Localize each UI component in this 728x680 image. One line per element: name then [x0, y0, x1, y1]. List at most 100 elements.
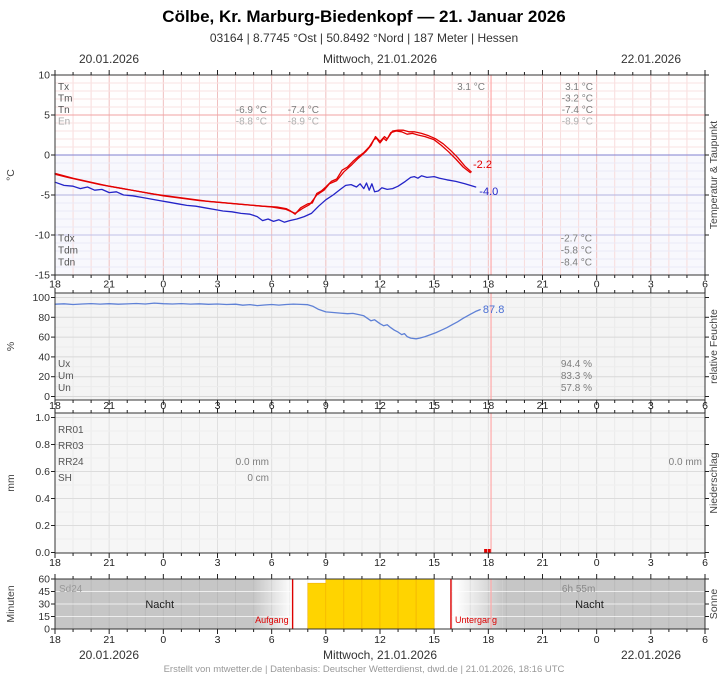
side-title-precipitation: Niederschlag: [708, 452, 720, 513]
sunshine-bar-2: [343, 578, 363, 630]
date-current-top: Mittwoch, 21.01.2026: [322, 52, 438, 66]
ytick-precipitation: 1.0: [35, 412, 50, 424]
stat-label-Tm: Tm: [58, 94, 72, 105]
side-title-sun: Sonne: [708, 589, 720, 620]
xtick-r3-3: 3: [215, 634, 221, 646]
xtick-r0-0: 18: [49, 279, 61, 291]
sd24-label: Sd24: [59, 584, 83, 595]
xtick-r3-7: 15: [428, 634, 440, 646]
yaxis-title-sun: Minuten: [5, 585, 17, 623]
ytick-humidity: 60: [38, 332, 50, 344]
station-meta: 03164 | 8.7745 °Ost | 50.8492 °Nord | 18…: [209, 31, 519, 45]
xtick-r3-0: 18: [49, 634, 61, 646]
xtick-r2-5: 9: [323, 557, 329, 569]
ytick-temperature: 0: [44, 150, 50, 162]
xtick-r3-10: 0: [594, 634, 600, 646]
stat-value-Tdm-c4: -5.8 °C: [561, 246, 592, 257]
ytick-temperature: -5: [41, 190, 50, 202]
sunshine-bar-4: [379, 578, 399, 630]
xtick-r1-9: 21: [537, 400, 549, 412]
ytick-precipitation: 0.8: [35, 439, 50, 451]
xtick-r0-4: 6: [269, 279, 275, 291]
stat-label-Tdx: Tdx: [58, 234, 75, 245]
ytick-sun: 0: [44, 624, 50, 636]
stat-label-En: En: [58, 117, 70, 128]
xtick-r3-11: 3: [648, 634, 654, 646]
xtick-r2-1: 21: [103, 557, 115, 569]
xtick-r1-3: 3: [215, 400, 221, 412]
xtick-r1-8: 18: [482, 400, 494, 412]
xtick-r3-12: 6: [702, 634, 708, 646]
yaxis-title-temperature: °C: [5, 169, 17, 181]
ytick-sun: 30: [38, 599, 50, 611]
panel-precipitation: RR01 RR03 RR24 0.0 mm 0.0 mm SH 0 cm 1.0 0.8 0.6 0…: [5, 408, 720, 559]
xtick-r2-3: 3: [215, 557, 221, 569]
xtick-r2-11: 3: [648, 557, 654, 569]
ytick-temperature: -15: [35, 270, 50, 282]
sunshine-bar-0: [307, 582, 327, 630]
sunshine-bar-6: [415, 578, 435, 630]
side-title-temperature: Temperatur & Taupunkt: [708, 121, 720, 229]
stat-value-Tdn-c4: -8.4 °C: [561, 258, 592, 269]
sunset-label: Untergang: [455, 615, 497, 625]
xtick-r0-11: 3: [648, 279, 654, 291]
night-label-left: Nacht: [145, 599, 174, 611]
page-title: Cölbe, Kr. Marburg-Biedenkopf — 21. Janu…: [162, 7, 566, 26]
ytick-temperature: 10: [38, 70, 50, 82]
xtick-r0-12: 6: [702, 279, 708, 291]
series-relative Feuchte: [54, 302, 481, 340]
xtick-r2-10: 0: [594, 557, 600, 569]
yaxis-title-precipitation: mm: [5, 474, 17, 492]
ytick-humidity: 80: [38, 312, 50, 324]
stat-value-Ux-c4: 94.4 %: [561, 359, 592, 370]
stat-value-Tn-c1: -6.9 °C: [236, 105, 267, 116]
stat-value-En-c4: -8.9 °C: [562, 117, 593, 128]
stat-value-Um-c4: 83.3 %: [561, 371, 592, 382]
series-Temperatur-Strang-2: [54, 129, 472, 215]
stat-value-En-c1: -8.8 °C: [236, 117, 267, 128]
precip-mark-1: [487, 549, 491, 553]
sunshine-bar-1: [325, 578, 345, 630]
panel-temperature: Tx 3.1 °C 3.1 °CTm -3.2 °CTn -6.9 °C -7.4 °C -…: [5, 70, 720, 282]
footer-credit: Erstellt von mtwetter.de | Datenbasis: D…: [163, 664, 565, 675]
stat-label-Tdm: Tdm: [58, 246, 78, 257]
xtick-r0-2: 0: [160, 279, 166, 291]
night-label-right: Nacht: [575, 599, 604, 611]
stat-label-RR03: RR03: [58, 441, 84, 452]
xtick-r2-12: 6: [702, 557, 708, 569]
date-current-bottom: Mittwoch, 21.01.2026: [322, 648, 438, 662]
xtick-r3-2: 0: [160, 634, 166, 646]
xtick-r2-6: 12: [374, 557, 386, 569]
stat-label-RR24: RR24: [58, 457, 84, 468]
ytick-precipitation: 0.0: [35, 547, 50, 559]
stat-value-SH-c1: 0 cm: [247, 473, 269, 484]
end-label--2.2: -2.2: [473, 159, 492, 171]
xtick-r1-6: 12: [374, 400, 386, 412]
precip-mark-0: [484, 549, 488, 553]
stat-value-Un-c4: 57.8 %: [561, 383, 592, 394]
sun-duration-label: 6h 55m: [562, 584, 595, 595]
xtick-r1-1: 21: [103, 400, 115, 412]
xtick-r1-5: 9: [323, 400, 329, 412]
panel-sun: Sd24 Nacht Nacht 6h 55m Aufgang Untergang 6045…: [5, 574, 720, 636]
date-prev-top: 20.01.2026: [78, 52, 140, 66]
xtick-r2-9: 21: [537, 557, 549, 569]
xtick-r0-8: 18: [482, 279, 494, 291]
stat-value-Tn-c4: -7.4 °C: [562, 105, 593, 116]
xtick-r2-8: 18: [482, 557, 494, 569]
yaxis-title-humidity: %: [5, 342, 17, 351]
xtick-r0-6: 12: [374, 279, 386, 291]
ytick-temperature: -10: [35, 230, 50, 242]
sunshine-bar-3: [361, 578, 381, 630]
stat-label-Ux: Ux: [58, 359, 70, 370]
xtick-r3-5: 9: [323, 634, 329, 646]
stat-label-Tx: Tx: [58, 82, 69, 93]
xtick-r3-1: 21: [103, 634, 115, 646]
stat-label-Un: Un: [58, 383, 71, 394]
xtick-r3-9: 21: [537, 634, 549, 646]
xtick-r0-3: 3: [215, 279, 221, 291]
xtick-r1-12: 6: [702, 400, 708, 412]
ytick-temperature: 5: [44, 110, 50, 122]
sunrise-label: Aufgang: [255, 615, 289, 625]
